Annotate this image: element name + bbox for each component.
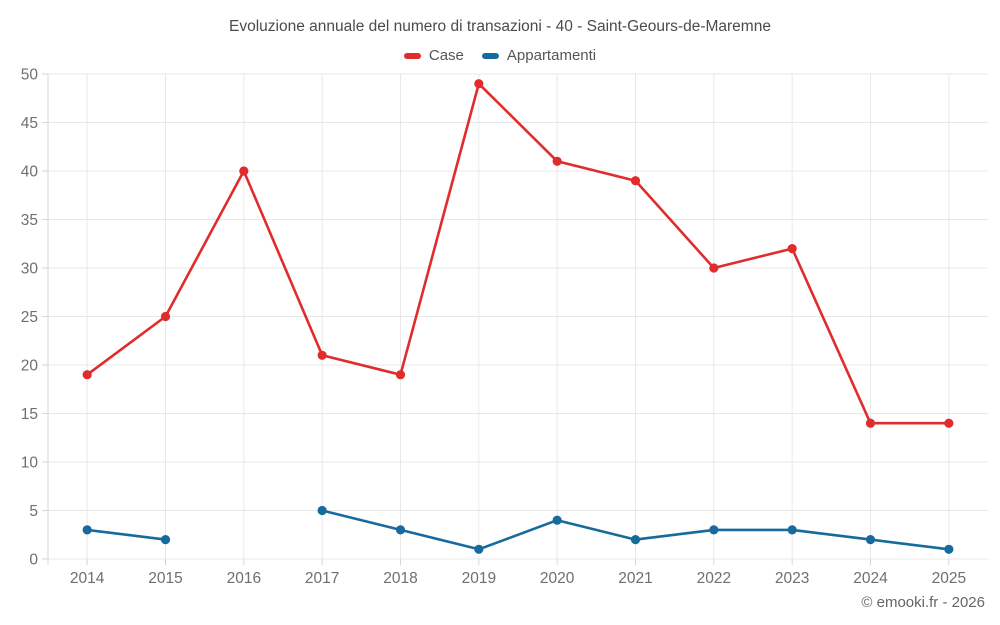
- svg-text:15: 15: [21, 406, 38, 423]
- appartamenti-series-swatch-icon: [481, 52, 499, 59]
- svg-text:2015: 2015: [148, 570, 182, 587]
- svg-text:10: 10: [21, 455, 39, 472]
- svg-text:30: 30: [21, 261, 39, 278]
- svg-text:35: 35: [21, 212, 38, 229]
- legend-item-appartamenti[interactable]: Appartamenti: [481, 47, 597, 64]
- svg-text:45: 45: [21, 115, 38, 132]
- legend-item-case[interactable]: Case: [403, 47, 464, 64]
- svg-text:5: 5: [29, 503, 38, 520]
- svg-text:25: 25: [21, 309, 38, 326]
- svg-text:2021: 2021: [618, 570, 652, 587]
- chart-legend: Case Appartamenti: [0, 47, 1000, 64]
- svg-text:0: 0: [29, 552, 38, 569]
- svg-text:2017: 2017: [305, 570, 339, 587]
- svg-text:2016: 2016: [227, 570, 261, 587]
- svg-text:2019: 2019: [462, 570, 496, 587]
- chart-title: Evoluzione annuale del numero di transaz…: [229, 18, 771, 35]
- copyright-credit: © emooki.fr - 2026: [861, 594, 985, 611]
- svg-text:2014: 2014: [70, 570, 105, 587]
- svg-text:2022: 2022: [697, 570, 731, 587]
- svg-text:2018: 2018: [383, 570, 417, 587]
- svg-text:40: 40: [21, 164, 39, 181]
- svg-text:2024: 2024: [853, 570, 888, 587]
- legend-label-case: Case: [428, 47, 464, 64]
- svg-text:2025: 2025: [932, 570, 966, 587]
- svg-text:20: 20: [21, 358, 39, 375]
- case-series-swatch-icon: [403, 52, 421, 59]
- legend-label-appartamenti: Appartamenti: [506, 47, 597, 64]
- svg-text:50: 50: [21, 67, 39, 84]
- svg-text:2023: 2023: [775, 570, 809, 587]
- svg-text:2020: 2020: [540, 570, 575, 587]
